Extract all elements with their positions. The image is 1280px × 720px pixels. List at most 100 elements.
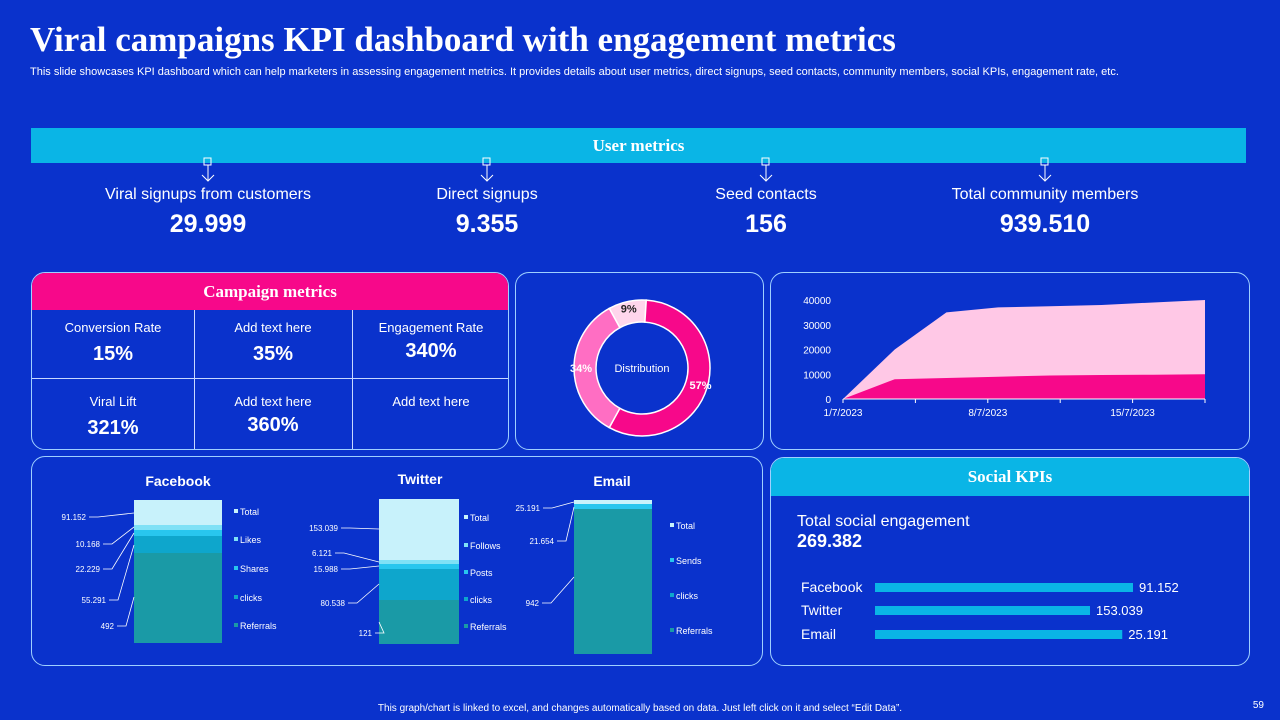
grid-divider [352, 310, 353, 449]
social-bar-label: Facebook [801, 579, 863, 595]
stacked-bar-segment [379, 560, 459, 564]
social-bar [875, 606, 1090, 615]
campaign-cell-viral-lift: Viral Lift 321% [32, 394, 194, 440]
social-kpis-header: Social KPIs [771, 458, 1249, 496]
user-metric-direct-signups: Direct signups 9.355 [347, 156, 627, 239]
channel-stacked-charts: Facebook Total Likes Shares clicks Referrals 9… [62, 471, 713, 654]
social-bar-label: Twitter [801, 602, 843, 618]
metric-label: Direct signups [436, 186, 538, 203]
user-metric-seed-contacts: Seed contacts 156 [626, 156, 906, 239]
social-bar-value: 25.191 [1128, 627, 1168, 642]
total-social-engagement-value: 269.382 [797, 531, 863, 551]
data-label: 121 [359, 629, 373, 638]
legend-swatch [464, 597, 468, 601]
cell-value: 321% [87, 417, 139, 439]
legend-label: clicks [470, 595, 492, 605]
legend-swatch [464, 624, 468, 628]
metric-label: Total community members [951, 186, 1139, 203]
social-bar [875, 583, 1133, 592]
cell-label: Conversion Rate [64, 320, 162, 335]
stacked-bar-segment [379, 499, 459, 560]
data-label: 22.229 [76, 565, 101, 574]
data-label: 15.988 [314, 565, 339, 574]
area-chart: 40000 30000 20000 10000 0 1/7/2023 8/7/2023 15/… [803, 296, 1206, 419]
metric-label: Viral signups from customers [105, 186, 311, 203]
cell-label: Add text here [234, 320, 312, 335]
total-social-engagement-label: Total social engagement [797, 513, 970, 530]
social-kpis-title: Social KPIs [967, 467, 1053, 486]
leader-line [117, 596, 135, 627]
campaign-cell-5: Add text here 360% [194, 394, 352, 437]
leader-line [341, 527, 380, 530]
data-label: 10.168 [76, 540, 101, 549]
legend-label: Shares [240, 564, 269, 574]
donut-slice [608, 299, 711, 437]
legend-swatch [670, 628, 674, 632]
user-metrics-header: User metrics [31, 128, 1246, 163]
user-metrics-title: User metrics [592, 135, 685, 155]
stacked-bar-segment [379, 600, 459, 644]
metric-label: Seed contacts [715, 186, 817, 203]
stacked-bar-segment [379, 569, 459, 600]
social-bar [875, 630, 1123, 639]
campaign-cell-engagement-rate: Engagement Rate 340% [352, 320, 508, 363]
stacked-bar-segment [574, 500, 652, 504]
cell-label: Add text here [392, 394, 470, 409]
channels-panel: Facebook Total Likes Shares clicks Referrals 9… [31, 456, 763, 666]
data-label: 942 [526, 599, 540, 608]
stacked-bar-segment [134, 525, 222, 530]
cell-label: Viral Lift [89, 394, 137, 409]
x-tick-label: 15/7/2023 [1110, 408, 1155, 419]
campaign-metrics-panel: Campaign metrics Conversion Rate 15% Add… [31, 272, 509, 450]
metric-value: 29.999 [169, 210, 247, 238]
stacked-bar-segment [134, 553, 222, 643]
y-tick-label: 0 [825, 395, 831, 406]
user-metric-community-members: Total community members 939.510 [905, 156, 1185, 239]
legend-label: Sends [676, 556, 702, 566]
leader-line [103, 526, 135, 545]
donut-data-label: 57% [690, 380, 712, 392]
legend-swatch [670, 593, 674, 597]
data-label: 492 [101, 622, 115, 631]
legend-swatch [464, 515, 468, 519]
leader-line [542, 576, 575, 604]
social-bar-label: Email [801, 626, 836, 642]
legend-label: clicks [676, 591, 698, 601]
leader-line [557, 506, 575, 542]
channel-title: Email [593, 473, 630, 489]
page-subtitle: This slide showcases KPI dashboard which… [30, 66, 1119, 78]
data-label: 91.152 [62, 513, 87, 522]
page-number: 59 [1252, 700, 1264, 711]
donut-data-label: 34% [570, 363, 592, 375]
stacked-bar-segment [379, 564, 459, 569]
campaign-cell-2: Add text here 35% [194, 320, 352, 366]
x-tick-label: 1/7/2023 [824, 408, 863, 419]
metric-value: 939.510 [999, 210, 1091, 238]
donut-data-label: 9% [621, 303, 637, 315]
legend-label: Likes [240, 535, 262, 545]
metric-value: 156 [745, 210, 787, 238]
leader-line [341, 565, 380, 570]
y-tick-label: 40000 [803, 296, 831, 307]
social-bar-chart: Facebook 91.152 Twitter 153.039 Email 25.191 [801, 579, 1179, 642]
x-tick-label: 8/7/2023 [968, 408, 1007, 419]
legend-label: Total [470, 513, 489, 523]
cell-value: 340% [405, 340, 457, 362]
leader-line [543, 501, 575, 509]
legend-swatch [670, 558, 674, 562]
campaign-metrics-title: Campaign metrics [203, 281, 337, 301]
legend-label: Total [676, 521, 695, 531]
connector-arrow-icon [1038, 157, 1052, 182]
legend-swatch [234, 566, 238, 570]
stacked-bar-segment [574, 509, 652, 654]
legend-label: Referrals [240, 621, 277, 631]
cell-value: 15% [92, 343, 134, 365]
leader-line [89, 512, 135, 518]
channel-title: Twitter [398, 471, 443, 487]
leader-line [109, 544, 135, 601]
data-label: 25.191 [516, 504, 541, 513]
legend-swatch [234, 623, 238, 627]
stacked-bar-segment [134, 536, 222, 553]
legend-label: Total [240, 507, 259, 517]
data-label: 80.538 [321, 599, 346, 608]
